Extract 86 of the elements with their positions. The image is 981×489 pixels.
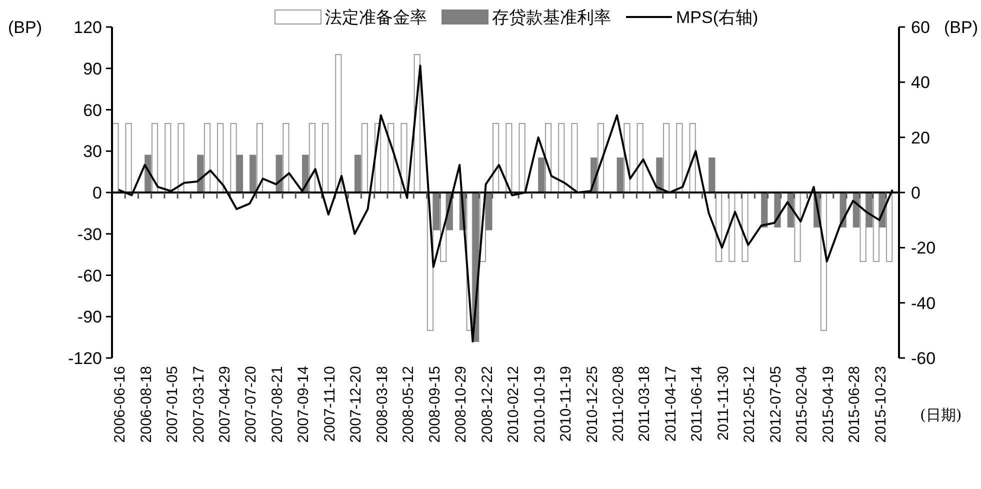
x-tick-label: 2007-09-14: [295, 366, 312, 443]
y2-tick-label: -40: [911, 294, 936, 313]
x-tick-label: 2006-08-18: [138, 366, 155, 443]
y2-tick-label: -20: [911, 238, 936, 258]
y-axis-title: (BP): [8, 18, 42, 37]
bar: [742, 192, 748, 262]
x-tick-label: 2011-06-14: [688, 366, 706, 442]
x-tick-label: 2007-11-10: [321, 366, 338, 442]
bar: [492, 123, 500, 193]
y-tick-label: 60: [83, 100, 102, 120]
x-tick-label: 2011-02-08: [610, 366, 627, 442]
bar: [322, 123, 329, 193]
x-tick-label: 2010-02-12: [505, 366, 522, 443]
bar: [506, 123, 512, 193]
bar: [151, 123, 158, 193]
bar: [571, 123, 578, 193]
bar: [558, 123, 565, 193]
y-tick-label: 30: [83, 142, 102, 162]
x-tick-label: 2012-07-05: [767, 366, 784, 443]
bar: [886, 192, 893, 262]
x-tick-label: 2008-12-22: [478, 366, 496, 443]
x-tick-label: 2007-12-20: [348, 366, 365, 443]
x-tick-label: 2007-03-17: [190, 366, 208, 443]
x-tick-label: 2007-04-29: [216, 366, 234, 443]
x-tick-label: 2011-11-30: [714, 366, 732, 441]
bar: [636, 123, 644, 193]
bar: [656, 158, 663, 193]
x-tick-label: 2007-08-21: [268, 366, 286, 443]
bar: [538, 158, 545, 193]
y2-tick-label: -60: [911, 349, 936, 368]
x-tick-label: 2012-05-12: [741, 366, 758, 443]
y-tick-label: -90: [77, 308, 102, 327]
y-tick-label: 0: [92, 184, 102, 202]
y-tick-label: -30: [77, 224, 102, 244]
bar: [164, 123, 172, 193]
legend-label: MPS(右轴): [676, 8, 758, 27]
x-tick-label: 2006-06-16: [112, 366, 129, 443]
x-tick-label: 2015-02-04: [794, 366, 811, 443]
bar: [616, 158, 624, 193]
bar: [518, 123, 526, 193]
legend-label: 法定准备金率: [325, 8, 427, 27]
bar: [178, 123, 184, 193]
bar: [335, 54, 342, 193]
bar: [676, 123, 683, 193]
bar: [361, 123, 368, 193]
bar: [250, 154, 256, 193]
y-tick-label: 90: [83, 59, 102, 78]
x-axis-title: (日期): [920, 406, 962, 424]
bar: [256, 123, 264, 193]
bar: [217, 123, 224, 193]
y2-axis-title: (BP): [944, 18, 978, 37]
bar: [486, 192, 492, 230]
y2-tick-label: 0: [911, 184, 920, 202]
bar: [794, 192, 801, 262]
x-tick-label: 2011-04-17: [662, 366, 680, 442]
y2-tick-label: 60: [911, 18, 930, 37]
bar: [708, 158, 716, 193]
x-tick-label: 2010-12-25: [584, 366, 601, 443]
x-tick-label: 2015-10-23: [872, 366, 890, 443]
x-tick-label: 2007-01-05: [164, 366, 182, 443]
y2-tick-label: 40: [911, 73, 930, 92]
y2-tick-label: 20: [911, 128, 930, 148]
bar: [308, 123, 316, 193]
x-tick-label: 2008-09-15: [426, 366, 444, 443]
x-tick-label: 2007-07-20: [242, 366, 260, 443]
x-tick-label: 2015-04-19: [820, 366, 837, 443]
x-tick-label: 2008-03-18: [374, 366, 391, 443]
x-tick-label: 2008-10-29: [452, 366, 470, 443]
bar: [354, 154, 362, 193]
bar: [282, 123, 290, 193]
legend-label: 存贷款基准利率: [492, 8, 611, 27]
bar: [663, 123, 670, 193]
bar: [400, 123, 408, 193]
x-tick-label: 2010-11-19: [558, 366, 575, 442]
x-tick-label: 2011-03-18: [636, 366, 654, 442]
bar: [433, 192, 440, 230]
y-tick-label: -60: [77, 266, 102, 286]
x-tick-label: 2015-06-28: [846, 366, 864, 443]
y-tick-label: -120: [68, 349, 102, 368]
bar: [125, 123, 132, 193]
bar: [236, 154, 244, 193]
x-tick-label: 2008-05-12: [400, 366, 418, 443]
bar: [230, 123, 237, 193]
x-tick-label: 2010-10-19: [531, 366, 548, 443]
bar: [204, 123, 211, 193]
y-tick-label: 120: [74, 18, 102, 37]
